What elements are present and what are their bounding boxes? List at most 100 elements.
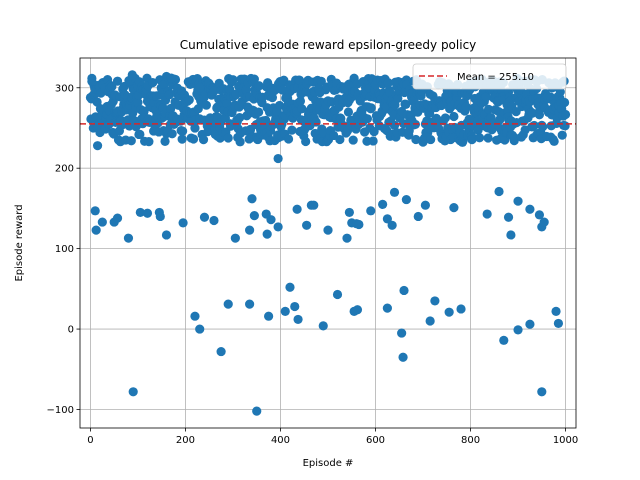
scatter-point	[290, 301, 300, 312]
scatter-point	[382, 303, 392, 313]
scatter-point	[161, 230, 172, 240]
scatter-point	[481, 92, 491, 102]
scatter-point	[283, 134, 294, 144]
scatter-point	[160, 136, 170, 147]
scatter-point	[316, 76, 326, 86]
scatter-point	[167, 129, 177, 139]
scatter-point	[383, 78, 393, 88]
scatter-point	[190, 311, 200, 321]
scatter-point	[323, 225, 333, 235]
scatter-point	[389, 120, 400, 130]
scatter-point	[201, 100, 211, 110]
scatter-point	[553, 318, 564, 329]
scatter-point	[266, 215, 276, 225]
scatter-point	[467, 135, 477, 145]
scatter-point	[235, 137, 245, 147]
scatter-point	[112, 213, 123, 223]
scatter-point	[292, 204, 302, 214]
scatter-point	[216, 346, 226, 357]
scatter-point	[177, 134, 187, 144]
scatter-point	[368, 136, 378, 146]
scatter-point	[560, 121, 570, 131]
scatter-point	[139, 106, 149, 116]
scatter-point	[199, 212, 210, 222]
scatter-point	[483, 133, 493, 143]
scatter-point	[235, 113, 245, 123]
scatter-point	[393, 93, 403, 103]
x-tick-label: 200	[176, 435, 195, 446]
scatter-point	[228, 75, 238, 85]
scatter-point	[178, 126, 188, 136]
scatter-point	[273, 222, 283, 232]
scatter-point	[254, 81, 264, 91]
scatter-points	[85, 70, 571, 416]
scatter-point	[159, 79, 169, 89]
scatter-point	[230, 233, 240, 243]
scatter-point	[302, 220, 312, 230]
scatter-point	[209, 215, 219, 226]
y-tick-label: 0	[68, 325, 74, 336]
scatter-point	[318, 321, 328, 331]
scatter-point	[456, 304, 466, 314]
scatter-point	[135, 207, 145, 218]
scatter-point	[223, 133, 233, 143]
scatter-point	[420, 200, 430, 210]
scatter-point	[107, 82, 117, 92]
scatter-point	[127, 70, 137, 80]
scatter-point	[352, 305, 363, 315]
x-tick-label: 1000	[553, 435, 578, 446]
scatter-point	[534, 210, 545, 220]
scatter-point	[525, 204, 535, 214]
scatter-point	[309, 200, 319, 210]
scatter-point	[430, 296, 440, 306]
scatter-point	[444, 307, 454, 317]
scatter-point	[397, 328, 407, 338]
scatter-point	[142, 208, 153, 218]
legend-mean-label: Mean = 255.10	[457, 72, 534, 83]
scatter-point	[557, 130, 567, 140]
scatter-point	[297, 104, 307, 114]
scatter-point	[92, 141, 103, 151]
scatter-point	[301, 136, 311, 147]
scatter-point	[461, 102, 471, 112]
scatter-point	[148, 78, 158, 88]
scatter-point	[343, 107, 354, 117]
y-tick-label: 200	[55, 164, 74, 175]
scatter-point	[335, 134, 345, 145]
scatter-point	[135, 129, 145, 139]
scatter-point	[225, 84, 235, 94]
scatter-point	[425, 316, 435, 326]
scatter-point	[123, 233, 134, 243]
x-tick-label: 600	[366, 435, 385, 446]
scatter-point	[166, 103, 176, 114]
scatter-point	[527, 108, 537, 118]
scatter-point	[112, 76, 123, 86]
scatter-point	[267, 93, 278, 103]
scatter-point	[247, 194, 257, 204]
scatter-point	[426, 134, 436, 145]
scatter-point	[278, 85, 288, 95]
scatter-point	[166, 73, 176, 83]
scatter-point	[254, 107, 264, 117]
scatter-point	[245, 299, 255, 309]
scatter-point	[378, 199, 388, 209]
y-axis-label: Episode reward	[14, 204, 25, 281]
scatter-point	[249, 211, 259, 221]
scatter-point	[482, 209, 492, 219]
scatter-point	[525, 319, 535, 329]
scatter-point	[332, 289, 343, 300]
x-axis-label: Episode #	[303, 458, 354, 469]
scatter-point	[537, 387, 547, 397]
y-tick-label: −100	[47, 405, 74, 416]
scatter-point	[198, 135, 209, 145]
scatter-point	[549, 136, 559, 146]
scatter-point	[362, 114, 373, 124]
x-tick-label: 400	[271, 435, 290, 446]
scatter-point	[413, 211, 423, 222]
scatter-point	[144, 137, 154, 147]
scatter-point	[97, 217, 107, 227]
scatter-point	[344, 207, 354, 218]
scatter-point	[155, 211, 165, 222]
scatter-point	[133, 97, 143, 108]
